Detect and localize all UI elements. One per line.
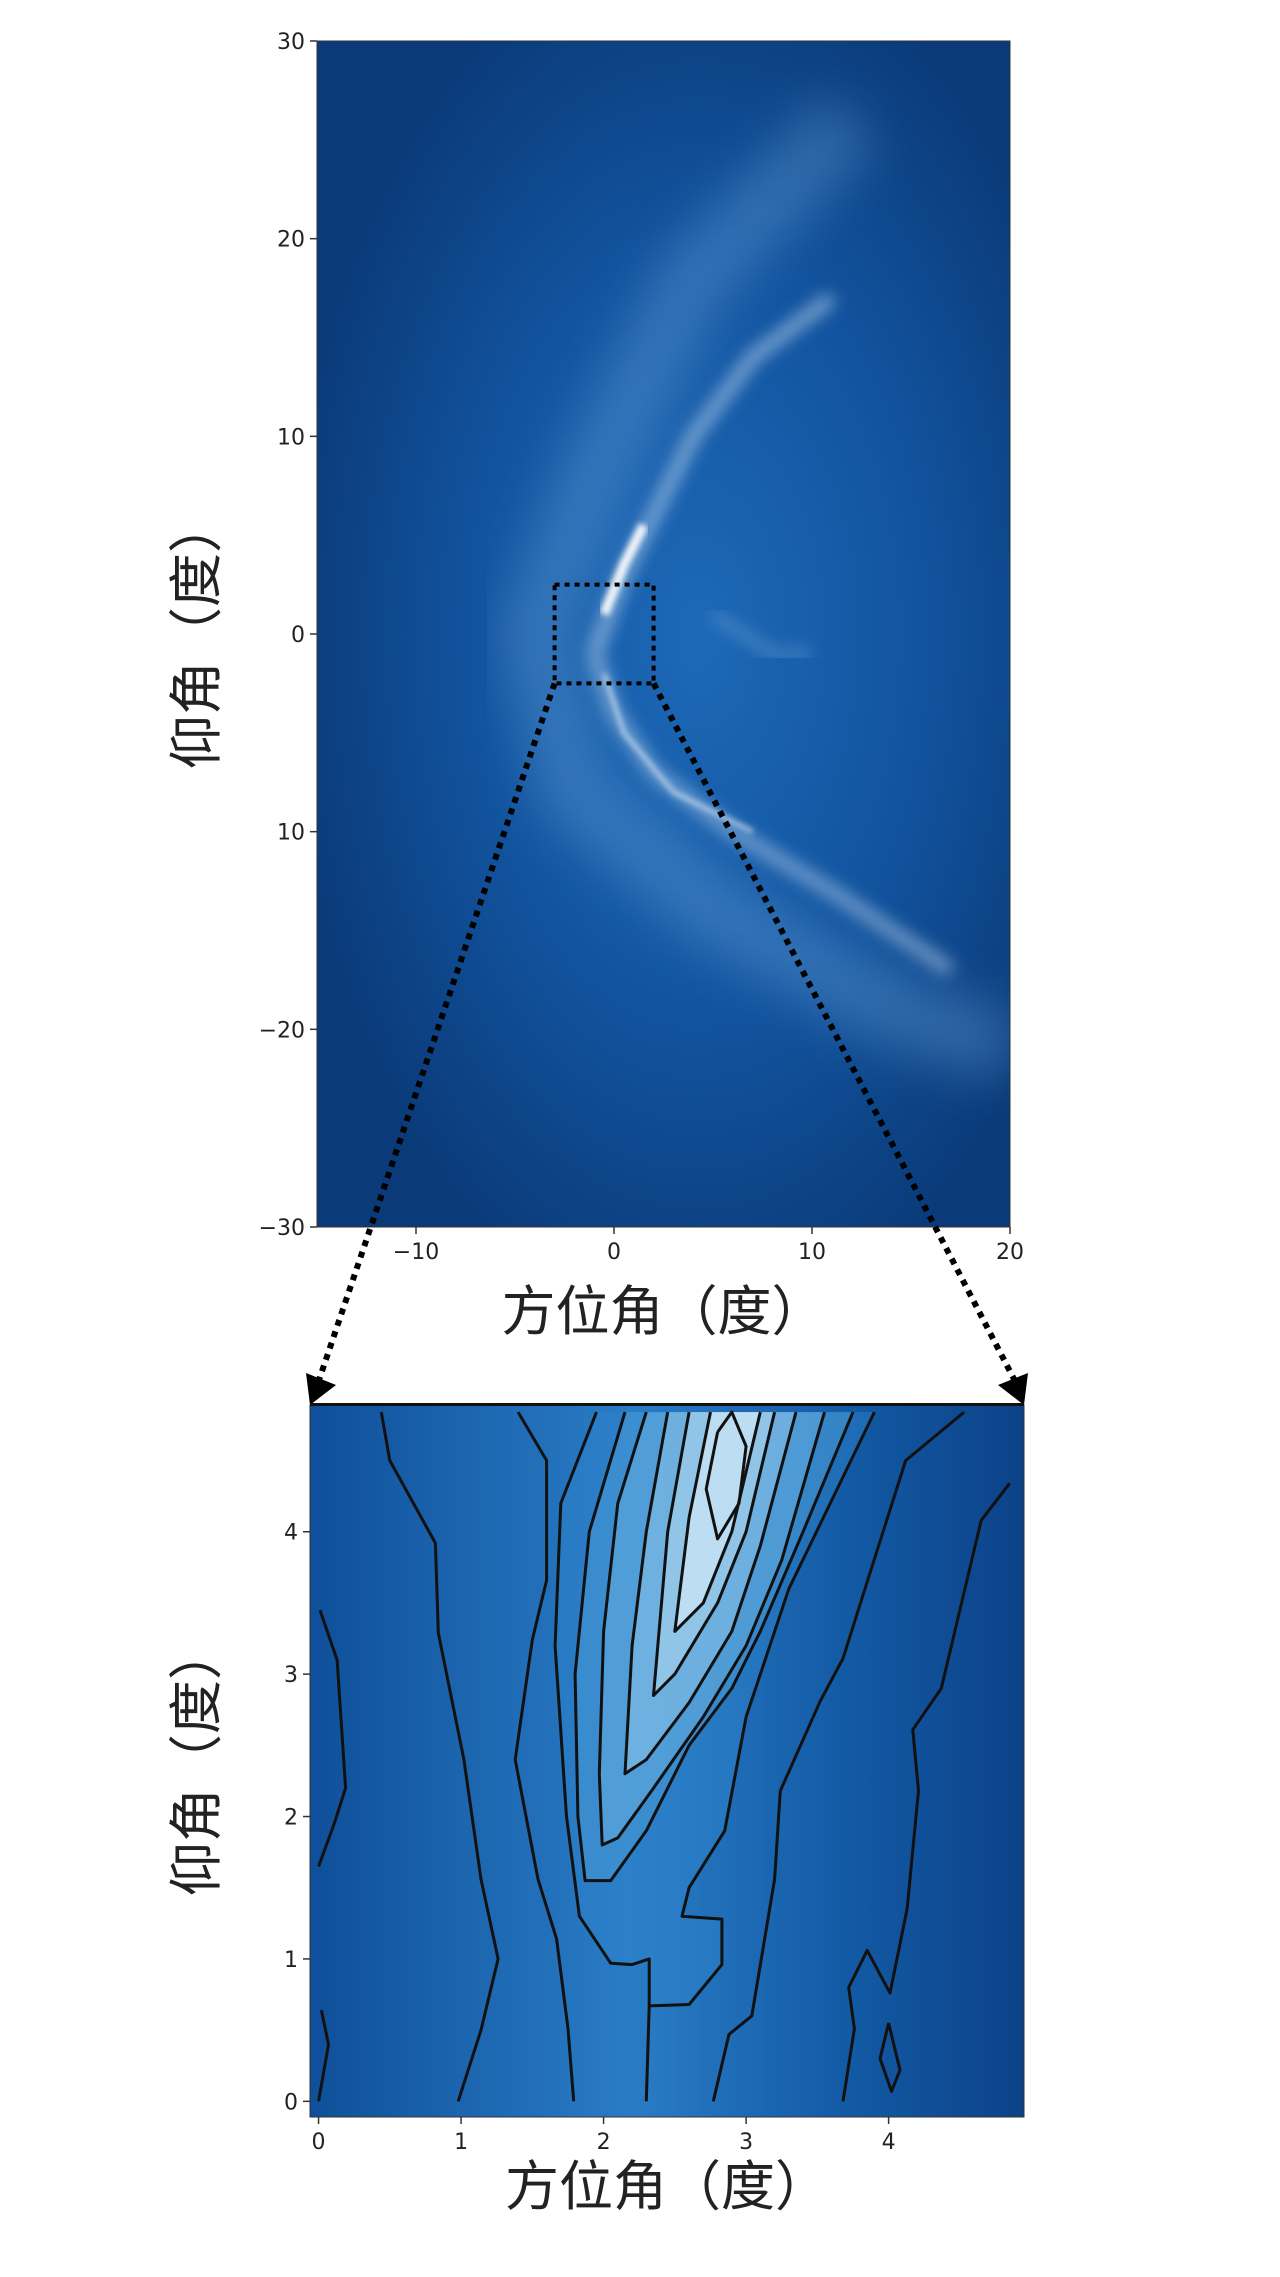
contour-line	[317, 1609, 348, 1867]
contour-line	[711, 1410, 966, 2102]
x-tick-label: 0	[607, 1240, 621, 1265]
contour-line	[878, 2022, 902, 2093]
contour-line	[597, 1411, 826, 1847]
x-tick-label: 1	[454, 2130, 468, 2155]
contour-line	[317, 2009, 330, 2102]
y-tick-label: 2	[284, 1806, 298, 1831]
contour-line	[573, 1411, 855, 1883]
zoomed-contour-plot: 0 1 2 3 4 0 1 2 3 4 方位角（度） 仰角（度）	[165, 1403, 1025, 2218]
contour-line	[704, 1410, 748, 1541]
y-axis-label: 仰角（度）	[165, 499, 228, 769]
lower-filament	[602, 672, 754, 834]
x-tick-label: 4	[882, 2130, 896, 2155]
contour-line	[513, 1411, 576, 2102]
emission-features	[498, 95, 1010, 1083]
right-arrowhead-icon	[998, 1373, 1028, 1405]
x-axis-label: 方位角（度）	[505, 2155, 829, 2218]
x-axis-label: 方位角（度）	[502, 1280, 826, 1343]
contour-line	[623, 1411, 798, 1776]
contour-line	[652, 1411, 777, 1697]
y-tick-label: 10	[277, 821, 305, 846]
left-connector-line	[315, 682, 558, 1384]
contour-level-fill	[674, 1412, 761, 1632]
y-tick-label: 0	[291, 623, 305, 648]
y-tick-label: −20	[259, 1018, 305, 1043]
inner-filament	[710, 610, 812, 658]
x-tick-label: 2	[597, 2130, 611, 2155]
overview-plot: −10 0 10 20 30 20 10 0 10 −20 −30 方位角（度） 仰角（度）	[165, 30, 1024, 1343]
y-tick-label: 4	[284, 1521, 298, 1546]
y-tick-label: 20	[277, 228, 305, 253]
x-tick-label: 10	[798, 1240, 826, 1265]
bright-core	[599, 523, 649, 617]
y-tick-label: 10	[277, 425, 305, 450]
plot-frame	[316, 40, 1011, 1228]
y-tick-label: 1	[284, 1948, 298, 1973]
x-tick-label: 20	[996, 1240, 1024, 1265]
plot-top-edge	[310, 1403, 1024, 1406]
contour-line	[553, 1411, 876, 2008]
y-tick-label: 30	[277, 30, 305, 55]
y-tick-label: −30	[259, 1216, 305, 1241]
outer-halo-arc	[498, 95, 1010, 1083]
y-tick-label: 0	[284, 2090, 298, 2115]
x-tick-label: 3	[739, 2130, 753, 2155]
y-axis-label: 仰角（度）	[165, 1626, 228, 1896]
y-tick-label: 3	[284, 1663, 298, 1688]
contour-lines	[317, 1410, 1011, 2102]
left-arrowhead-icon	[306, 1373, 336, 1405]
contour-line	[673, 1411, 762, 1633]
contour-line	[644, 2005, 651, 2102]
zoom-connector-arrows	[306, 682, 1028, 1405]
x-tick-label: −10	[393, 1240, 439, 1265]
contour-line	[841, 1482, 1011, 2102]
contour-line	[379, 1411, 500, 2102]
x-tick-label: 0	[312, 2130, 326, 2155]
